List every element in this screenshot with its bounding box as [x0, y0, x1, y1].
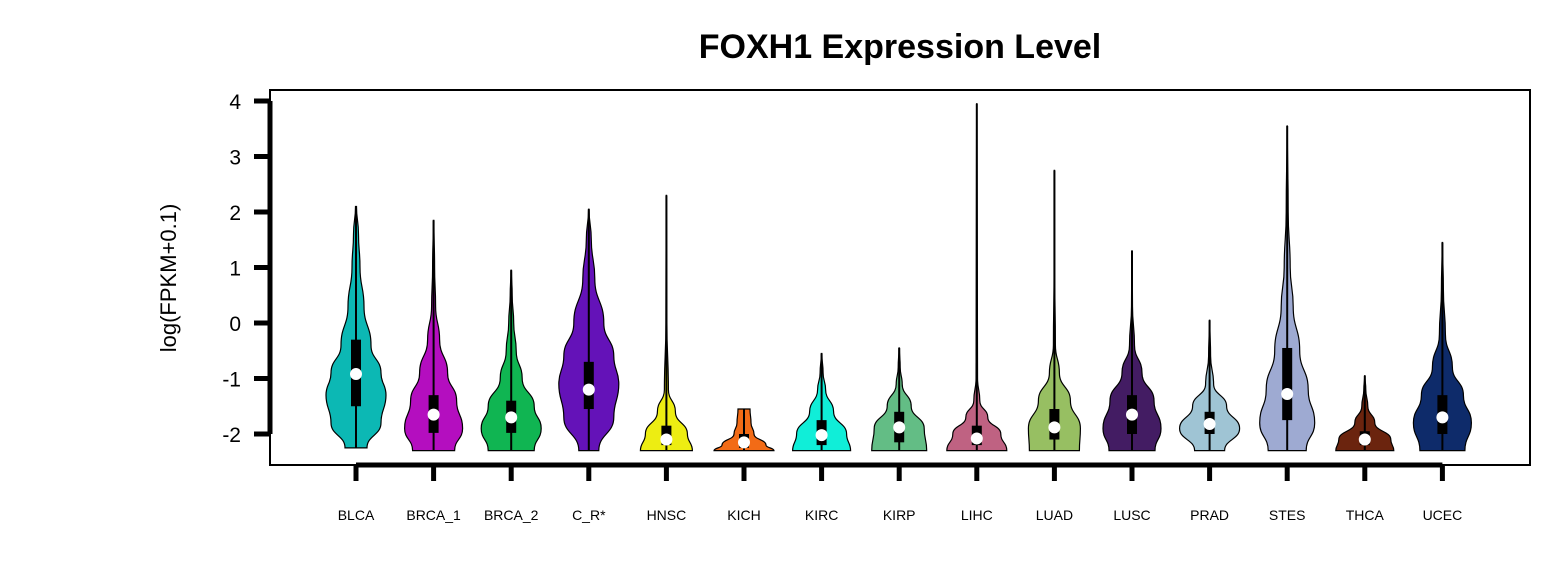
x-tick-label: BRCA_1 — [406, 507, 461, 523]
y-axis-label: log(FPKM+0.1) — [156, 204, 181, 353]
x-tick-label: KICH — [727, 507, 760, 523]
violin-median-point — [1281, 388, 1294, 401]
violin-blca — [325, 205, 387, 449]
x-tick-label: UCEC — [1423, 507, 1463, 523]
violin-stes — [1259, 125, 1316, 452]
x-tick-label: KIRP — [883, 507, 916, 523]
violin-median-point — [970, 432, 983, 445]
y-tick-label: 4 — [229, 91, 241, 114]
violin-brca-2 — [480, 269, 542, 452]
violin-median-point — [738, 436, 750, 449]
violin-ucec — [1412, 241, 1473, 452]
y-tick-label: 3 — [229, 147, 241, 170]
violin-median-point — [1126, 408, 1138, 421]
violin-kirc — [791, 352, 852, 452]
violin-hnsc — [639, 194, 694, 452]
violin-prad — [1178, 319, 1241, 452]
x-tick-label: KIRC — [805, 507, 838, 523]
y-tick-label: 2 — [229, 202, 241, 225]
y-tick-label: 0 — [229, 313, 241, 336]
y-tick-label: 1 — [229, 258, 241, 281]
violin-lihc — [946, 103, 1008, 452]
x-tick-label: LIHC — [961, 507, 993, 523]
x-tick-label: HNSC — [647, 507, 687, 523]
violin-median-point — [893, 421, 906, 434]
violins — [325, 103, 1473, 452]
violin-median-point — [582, 383, 595, 396]
violin-median-point — [660, 433, 673, 446]
x-tick-label: LUSC — [1113, 507, 1150, 523]
chart-title: FOXH1 Expression Level — [699, 28, 1102, 66]
violin-median-point — [815, 429, 828, 442]
violin-brca-1 — [403, 219, 464, 452]
x-tick-label: LUAD — [1036, 507, 1073, 523]
x-axis: BLCA BRCA_1 BRCA_2 C_R* HNSC KICH KIRC KIRP LIHC… — [338, 462, 1463, 523]
y-tick-label: -2 — [222, 424, 241, 447]
violin-thca — [1335, 375, 1395, 452]
violin-lusc — [1102, 250, 1162, 452]
violin-median-point — [427, 408, 440, 421]
violin-median-point — [505, 411, 518, 424]
x-tick-label: C_R* — [572, 507, 606, 523]
violin-median-point — [350, 368, 362, 381]
x-tick-label: PRAD — [1190, 507, 1229, 523]
y-tick-label: -1 — [222, 369, 241, 392]
violin-kich — [713, 408, 775, 452]
violin-median-point — [1048, 421, 1061, 434]
violin-median-point — [1358, 433, 1371, 446]
violin-c-r- — [558, 208, 620, 452]
x-tick-label: BLCA — [338, 507, 375, 523]
violin-kirp — [871, 347, 928, 452]
y-axis: -2 -1 0 1 2 3 4 — [222, 91, 273, 447]
violin-median-point — [1203, 418, 1216, 431]
x-tick-label: STES — [1269, 507, 1306, 523]
violin-luad — [1027, 169, 1082, 452]
violin-median-point — [1436, 411, 1449, 424]
violin-iqr-box — [1282, 347, 1293, 421]
x-tick-label: BRCA_2 — [484, 507, 539, 523]
x-tick-label: THCA — [1346, 507, 1385, 523]
